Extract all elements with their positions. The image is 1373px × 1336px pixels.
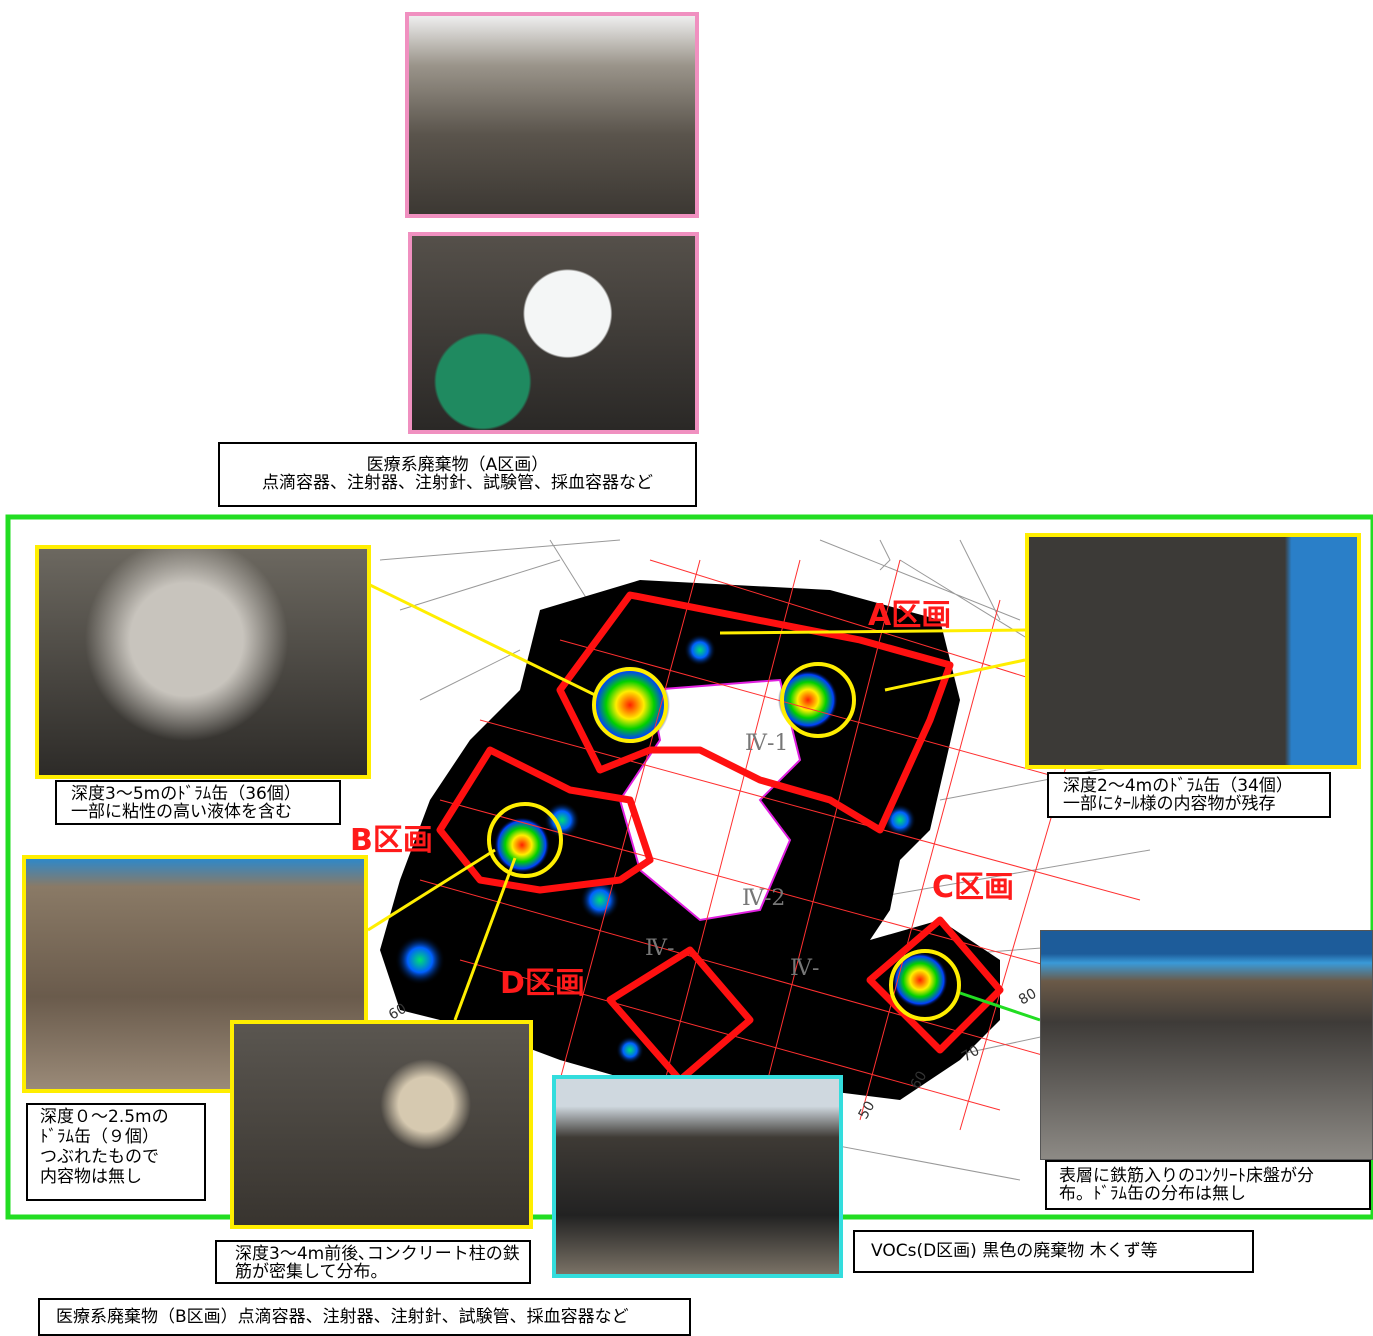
photo-drums-b xyxy=(35,545,371,779)
section-label: Ⅳ- xyxy=(645,936,674,961)
caption-line: 深度3～5mのﾄﾞﾗﾑ缶（36個） xyxy=(71,784,301,804)
section-labels: Ⅳ-1 Ⅳ-2 Ⅳ- Ⅳ- xyxy=(645,731,819,981)
base-map xyxy=(379,539,1151,1181)
arrows xyxy=(367,583,1041,1022)
zone-label: C区画 xyxy=(932,870,1014,905)
grid-number: 60 xyxy=(908,1069,931,1092)
caption-line: 一部にﾀｰﾙ様の内容物が残存 xyxy=(1063,794,1276,814)
photo-vocs-pit xyxy=(552,1075,843,1278)
photo-rebar xyxy=(230,1020,533,1229)
grid-number: 60 xyxy=(386,1001,409,1024)
section-label: Ⅳ-1 xyxy=(745,731,788,756)
caption-line: つぶれたもので xyxy=(40,1147,159,1167)
grid-number: 80 xyxy=(1016,986,1039,1009)
caption-upper-right: 深度2～4mのﾄﾞﾗﾑ缶（34個） 一部にﾀｰﾙ様の内容物が残存 xyxy=(1047,772,1331,818)
caption-line: 表層に鉄筋入りのｺﾝｸﾘｰﾄ床盤が分 xyxy=(1059,1166,1314,1186)
caption-lower-right: 表層に鉄筋入りのｺﾝｸﾘｰﾄ床盤が分 布。ﾄﾞﾗﾑ缶の分布は無し xyxy=(1045,1160,1371,1210)
caption-line: ﾄﾞﾗﾑ缶（９個） xyxy=(40,1127,159,1147)
caption-line: 点滴容器、注射器、注射針、試験管、採血容器など xyxy=(262,473,653,493)
zone-label: A区画 xyxy=(868,598,951,633)
zone-outlines xyxy=(436,591,1004,1084)
zone-labels: A区画 B区画 C区画 D区画 xyxy=(350,598,1014,1001)
caption-line: 筋が密集して分布。 xyxy=(235,1262,388,1282)
zone-label: D区画 xyxy=(500,966,585,1001)
caption-upper-left: 深度3～5mのﾄﾞﾗﾑ缶（36個） 一部に粘性の高い液体を含む xyxy=(55,780,341,825)
caption-lower-middle: 深度3～4m前後､コンクリート柱の鉄 筋が密集して分布。 xyxy=(215,1240,531,1284)
photo-a-waste xyxy=(405,12,699,218)
grid-numbers: 60 70 80 50 60 xyxy=(386,986,1039,1122)
red-grid xyxy=(419,559,1141,1131)
section-label: Ⅳ-2 xyxy=(742,886,785,911)
grid-number: 70 xyxy=(959,1043,982,1066)
caption-vocs: VOCs(D区画) 黒色の廃棄物 木くず等 xyxy=(853,1230,1254,1273)
heat-spots xyxy=(395,634,948,1064)
caption-line: 一部に粘性の高い液体を含む xyxy=(71,802,292,822)
caption-b-block: 医療系廃棄物（B区画）点滴容器、注射器、注射針、試験管、採血容器など xyxy=(38,1298,691,1336)
caption-line: 深度3～4m前後､コンクリート柱の鉄 xyxy=(235,1244,520,1264)
section-label: Ⅳ- xyxy=(790,956,819,981)
grid-number: 50 xyxy=(856,1099,879,1122)
photo-concrete-floor xyxy=(1040,930,1373,1160)
caption-line: 医療系廃棄物（A区画） xyxy=(366,455,549,475)
caption-line: 深度2～4mのﾄﾞﾗﾑ缶（34個） xyxy=(1063,776,1293,796)
highlight-circles xyxy=(487,662,961,1021)
caption-a-block: 医療系廃棄物（A区画） 点滴容器、注射器、注射針、試験管、採血容器など xyxy=(218,442,697,507)
photo-drums-a xyxy=(1025,533,1361,769)
caption-line: 内容物は無し xyxy=(40,1167,142,1187)
uninvestigated-area xyxy=(618,678,802,922)
photo-a-containers xyxy=(408,232,699,434)
caption-line: 深度０～2.5mの xyxy=(40,1107,169,1127)
caption-lower-left: 深度０～2.5mの ﾄﾞﾗﾑ缶（９個） つぶれたもので 内容物は無し xyxy=(26,1103,206,1201)
zone-label: B区画 xyxy=(350,823,433,858)
caption-line: 布。ﾄﾞﾗﾑ缶の分布は無し xyxy=(1059,1184,1246,1204)
